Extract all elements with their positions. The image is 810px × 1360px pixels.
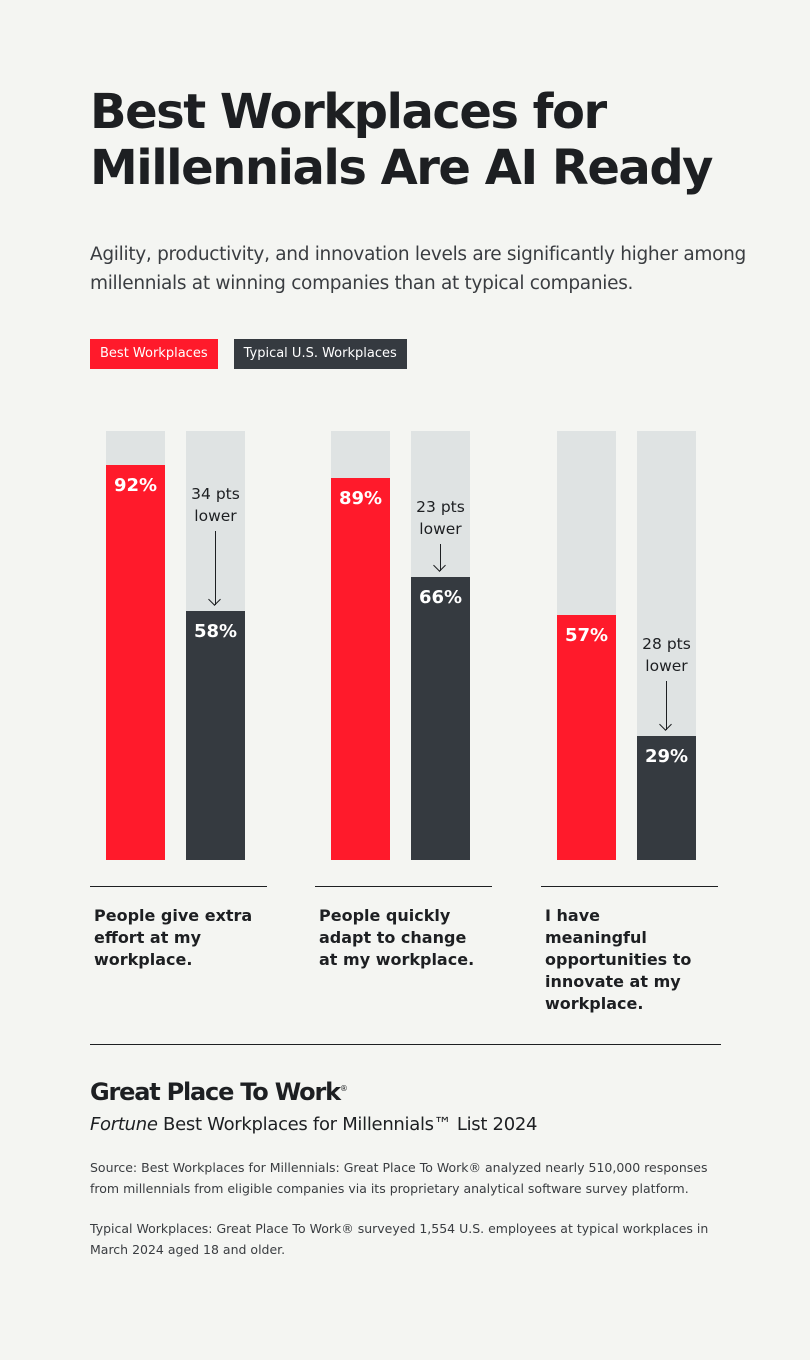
list-name: Fortune Best Workplaces for Millennials™… — [90, 1114, 537, 1135]
annotation-line: 23 pts — [416, 498, 465, 517]
bar-best — [106, 465, 165, 860]
value-label: 29% — [644, 745, 689, 767]
value-label: 57% — [564, 625, 609, 647]
bar-best — [331, 478, 390, 860]
legend-typical: Typical U.S. Workplaces — [233, 339, 407, 369]
logo-mark: ® — [339, 1084, 348, 1093]
page-title: Best Workplaces for Millennials Are AI Re… — [90, 84, 770, 196]
bar-track — [411, 431, 470, 860]
value-label: 89% — [338, 488, 383, 510]
annotation-line: lower — [645, 657, 688, 676]
bar-track — [186, 431, 245, 860]
difference-annotation: 23 pts lower — [411, 496, 470, 540]
list-name-rest: Best Workplaces for Millennials™ List 20… — [157, 1114, 538, 1135]
list-name-italic: Fortune — [90, 1114, 158, 1135]
annotation-line: 34 pts — [191, 485, 240, 504]
bar-track — [106, 431, 165, 860]
down-arrow-icon — [439, 544, 442, 571]
category-label: People quickly adapt to change at my wor… — [319, 906, 475, 969]
difference-annotation: 34 pts lower — [186, 483, 245, 527]
bar-track — [557, 431, 616, 860]
bar-best — [557, 615, 616, 860]
subtitle: Agility, productivity, and innovation le… — [90, 244, 746, 294]
bar-typical — [186, 611, 245, 860]
annotation-line: lower — [419, 520, 462, 539]
typical-note: Typical Workplaces: Great Place To Work®… — [90, 1221, 709, 1257]
value-label: 58% — [193, 621, 238, 643]
value-label: 66% — [418, 586, 463, 608]
category-rule — [541, 886, 718, 887]
bar-typical — [637, 735, 696, 860]
bar-typical — [411, 576, 470, 860]
annotation-line: lower — [194, 507, 237, 526]
bar-track — [331, 431, 390, 860]
down-arrow-icon — [214, 531, 217, 606]
legend: Best Workplaces Typical U.S. Workplaces — [90, 339, 407, 369]
category-label: People give extra effort at my workplace… — [94, 906, 253, 969]
down-arrow-icon — [665, 681, 668, 730]
logo: Great Place To Work® — [90, 1078, 348, 1106]
annotation-line: 28 pts — [642, 635, 691, 654]
source-note: Source: Best Workplaces for Millennials:… — [90, 1160, 708, 1196]
divider — [90, 1044, 721, 1045]
category-rule — [90, 886, 267, 887]
value-label: 92% — [113, 475, 158, 497]
bar-track — [637, 431, 696, 860]
category-rule — [315, 886, 492, 887]
title-line-2: Millennials Are AI Ready — [90, 140, 713, 196]
difference-annotation: 28 pts lower — [637, 633, 696, 677]
title-line-1: Best Workplaces for — [90, 84, 607, 140]
category-label: I have meaningful opportunities to innov… — [545, 906, 692, 1013]
logo-text: Great Place To Work — [90, 1078, 341, 1106]
legend-best: Best Workplaces — [90, 339, 218, 369]
